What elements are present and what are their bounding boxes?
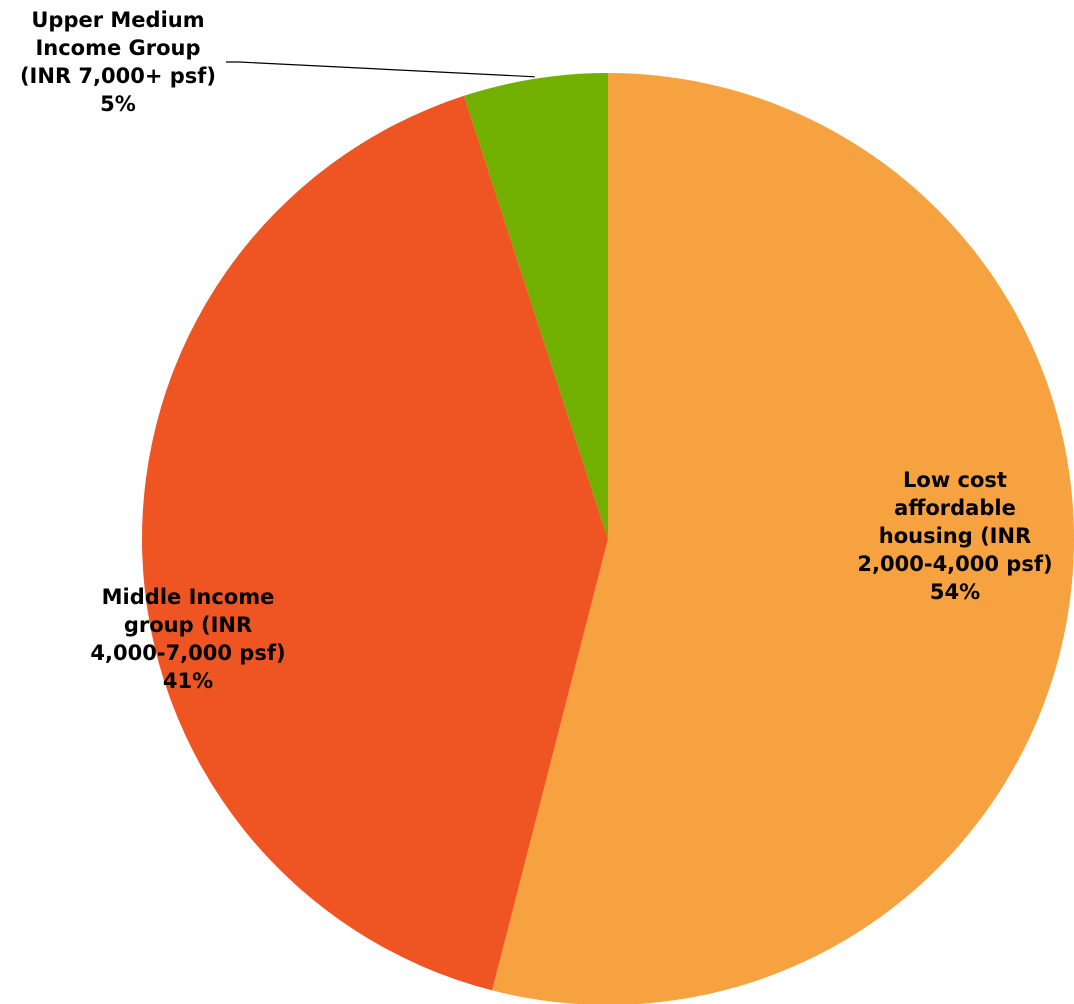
leader-lines: [226, 61, 535, 78]
slice-label-upper-medium-income: Upper Medium Income Group (INR 7,000+ psf)…: [20, 8, 216, 116]
slice-label-line: (INR 7,000+ psf): [20, 64, 216, 88]
slice-label-middle-income: Middle Income group (INR 4,000-7,000 psf) 4…: [90, 585, 285, 693]
slice-label-line: affordable: [894, 496, 1016, 520]
pie-slice-middle-income: [142, 95, 609, 991]
slice-label-line: Upper Medium: [31, 8, 204, 32]
leader-line-upper-medium-income: [226, 61, 535, 78]
slice-label-line: group (INR: [124, 613, 252, 637]
slice-labels: Low cost affordable housing (INR 2,000-4,00…: [20, 8, 1053, 693]
slice-label-low-cost-housing: Low cost affordable housing (INR 2,000-4,00…: [857, 468, 1052, 604]
pie-slices: [142, 73, 1074, 1004]
slice-label-line: Income Group: [35, 36, 200, 60]
slice-label-line: 2,000-4,000 psf): [857, 552, 1052, 576]
slice-value-label: 41%: [163, 669, 213, 693]
slice-label-line: 4,000-7,000 psf): [90, 641, 285, 665]
pie-slice-upper-medium-income: [464, 73, 608, 539]
slice-label-line: Low cost: [903, 468, 1007, 492]
slice-label-line: Middle Income: [102, 585, 275, 609]
slice-value-label: 54%: [930, 580, 980, 604]
slice-value-label: 5%: [100, 92, 136, 116]
slice-label-line: housing (INR: [879, 524, 1031, 548]
pie-slice-low-cost-housing: [492, 73, 1074, 1004]
